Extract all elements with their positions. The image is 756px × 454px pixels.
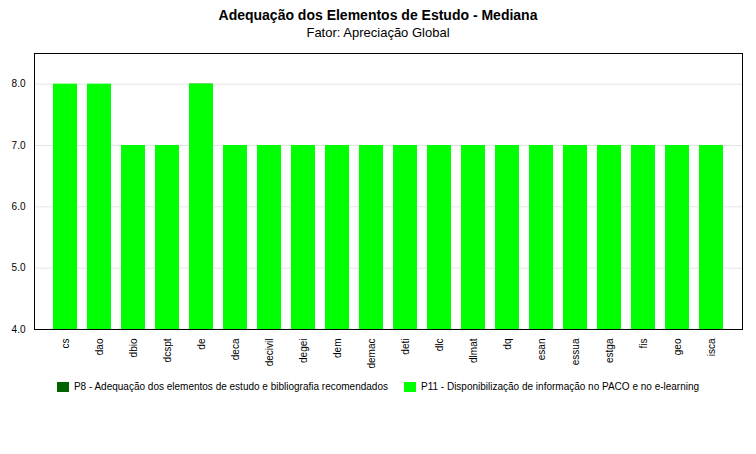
- html-text:P8 - Adequação dos elementos d: P8 - Adequação dos elementos de estudo e…: [73, 381, 388, 392]
- svg-text:7.0: 7.0: [12, 140, 26, 151]
- svg-text:8.0: 8.0: [12, 78, 26, 89]
- svg-text:dbio: dbio: [128, 338, 139, 357]
- svg-text:isca: isca: [706, 338, 717, 356]
- svg-text:cs: cs: [60, 339, 71, 349]
- html-text:Fator: Apreciação Global: Fator: Apreciação Global: [306, 25, 450, 40]
- svg-text:dq: dq: [502, 339, 513, 350]
- svg-text:5.0: 5.0: [12, 262, 26, 273]
- svg-text:6.0: 6.0: [12, 201, 26, 212]
- html-text:P11 - Disponibilização de info: P11 - Disponibilização de informação no …: [421, 381, 700, 392]
- svg-text:geo: geo: [672, 338, 683, 355]
- svg-text:dcspt: dcspt: [162, 338, 173, 362]
- svg-text:deca: deca: [230, 338, 241, 360]
- svg-text:essua: essua: [570, 338, 581, 365]
- svg-text:dao: dao: [94, 338, 105, 355]
- svg-text:decivil: decivil: [264, 339, 275, 367]
- svg-text:esan: esan: [536, 339, 547, 361]
- svg-text:dem: dem: [332, 339, 343, 358]
- svg-text:dlmat: dlmat: [468, 338, 479, 363]
- svg-text:estga: estga: [604, 338, 615, 363]
- svg-text:degei: degei: [298, 339, 309, 363]
- svg-text:de: de: [196, 338, 207, 350]
- svg-text:fis: fis: [638, 339, 649, 349]
- svg-text:demac: demac: [366, 339, 377, 369]
- svg-text:dlc: dlc: [434, 339, 445, 352]
- svg-text:deti: deti: [400, 339, 411, 355]
- svg-text:4.0: 4.0: [12, 324, 26, 335]
- html-text:Adequação dos Elementos de Est: Adequação dos Elementos de Estudo - Medi…: [218, 7, 538, 23]
